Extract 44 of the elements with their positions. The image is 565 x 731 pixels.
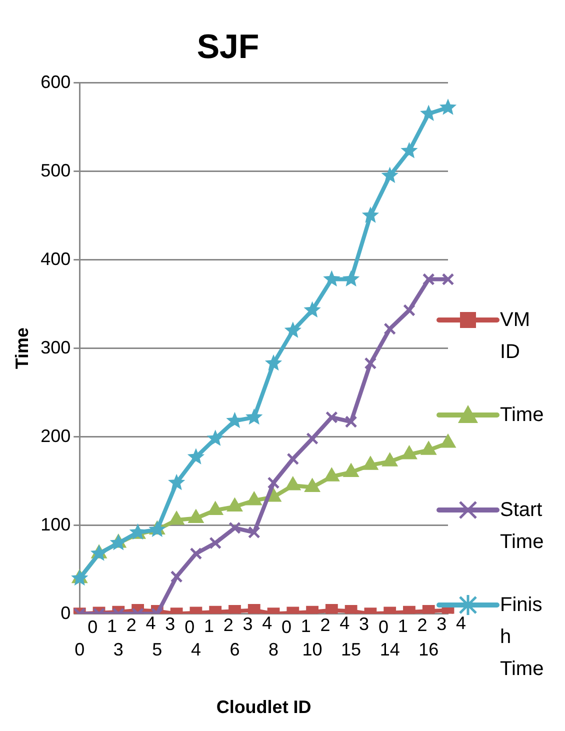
legend-label: Start Time [500, 498, 545, 555]
x-tick-label: 14 [380, 640, 400, 660]
y-tick-label: 0 [60, 602, 71, 623]
x-tick-label: 15 [341, 640, 362, 660]
data-label: 3 [242, 614, 253, 634]
data-label: 4 [262, 613, 272, 634]
data-label: 4 [340, 613, 350, 634]
y-tick-label: 300 [40, 337, 71, 358]
x-tick-label: 4 [190, 640, 201, 660]
x-tick-label: 8 [268, 640, 279, 660]
data-label: 1 [107, 616, 118, 636]
data-label: 1 [398, 616, 408, 636]
data-label: 0 [378, 616, 388, 637]
x-tick-label: 0 [74, 640, 85, 660]
data-label: 4 [456, 613, 466, 634]
data-label: 0 [282, 616, 292, 637]
x-tick-label: 5 [152, 640, 162, 660]
y-tick-label: 200 [40, 426, 71, 446]
y-tick-label: 500 [40, 160, 71, 180]
x-tick-label: 3 [113, 640, 124, 660]
data-label: 0 [184, 616, 195, 637]
x-tick-label: 6 [230, 640, 240, 660]
x-tick-label: 10 [302, 640, 322, 660]
y-tick-label: 600 [40, 72, 71, 92]
x-tick-label: 16 [418, 640, 439, 660]
chart-title: SJF [196, 28, 260, 66]
legend-label: Time [500, 403, 545, 428]
y-tick-label: 400 [40, 248, 71, 269]
data-label: 3 [436, 614, 447, 634]
data-label: 3 [359, 614, 370, 634]
data-label: 2 [126, 615, 136, 635]
x-axis-title: Cloudlet ID [216, 697, 312, 718]
y-axis-title: Time [12, 327, 32, 370]
data-label: 2 [417, 615, 428, 635]
data-label: 0 [88, 616, 98, 637]
data-label: 2 [320, 615, 330, 635]
data-label: 1 [204, 616, 214, 636]
data-label: 3 [165, 614, 176, 634]
data-label: 2 [223, 615, 234, 635]
data-label: 4 [146, 613, 156, 634]
legend-label: Finish Time [500, 593, 545, 682]
data-label: 1 [300, 616, 311, 636]
legend-label: VM ID [500, 308, 531, 365]
y-tick-label: 100 [40, 514, 71, 534]
